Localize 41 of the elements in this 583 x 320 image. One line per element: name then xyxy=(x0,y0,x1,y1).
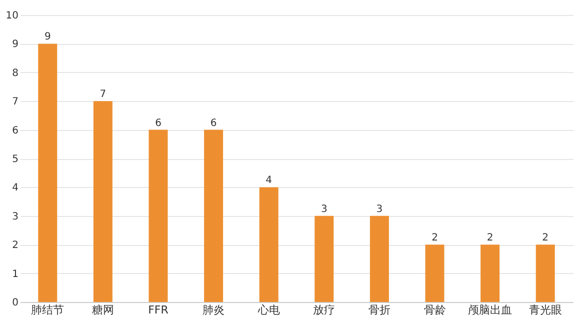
x-tick-label: 心电 xyxy=(256,304,280,316)
data-label: 3 xyxy=(320,204,328,215)
y-tick-label: 4 xyxy=(12,182,18,194)
bar xyxy=(259,187,278,302)
y-tick-label: 9 xyxy=(12,39,18,50)
x-tick-label: 青光眼 xyxy=(528,304,562,316)
y-tick-label: 3 xyxy=(12,211,18,222)
y-tick-label: 7 xyxy=(12,96,18,108)
bar xyxy=(204,130,224,302)
y-tick-label: 6 xyxy=(12,125,18,136)
y-tick-label: 1 xyxy=(12,268,18,280)
x-tick-label: 肺结节 xyxy=(31,304,64,316)
data-label: 2 xyxy=(432,232,438,244)
data-label: 9 xyxy=(44,32,51,43)
bar xyxy=(480,244,500,302)
x-tick-label: 骨龄 xyxy=(424,304,446,316)
data-label: 7 xyxy=(100,89,106,100)
bar xyxy=(148,130,168,302)
x-tick-label: 放疗 xyxy=(313,304,336,316)
bar xyxy=(314,216,334,302)
y-tick-label: 0 xyxy=(12,298,18,308)
bar xyxy=(93,101,112,302)
x-tick-label: 颅脑出血 xyxy=(468,304,512,316)
data-label: 3 xyxy=(376,204,383,215)
y-tick-label: 2 xyxy=(12,240,18,252)
x-tick-label: 肺炎 xyxy=(202,304,225,316)
data-label: 6 xyxy=(155,118,162,129)
x-tick-label: FFR xyxy=(148,304,169,316)
x-tick-label: 骨折 xyxy=(368,304,390,316)
data-label: 2 xyxy=(542,232,549,244)
y-tick-label: 8 xyxy=(12,68,18,79)
data-label: 6 xyxy=(210,118,217,129)
bar xyxy=(38,44,58,302)
bar xyxy=(536,244,555,302)
x-tick-label: 糖网 xyxy=(92,304,114,316)
bar xyxy=(370,216,389,302)
data-label: 2 xyxy=(486,232,494,244)
bar xyxy=(425,244,444,302)
y-tick-label: 5 xyxy=(12,154,18,165)
y-tick-label: 10 xyxy=(6,10,18,22)
data-label: 4 xyxy=(266,175,272,186)
